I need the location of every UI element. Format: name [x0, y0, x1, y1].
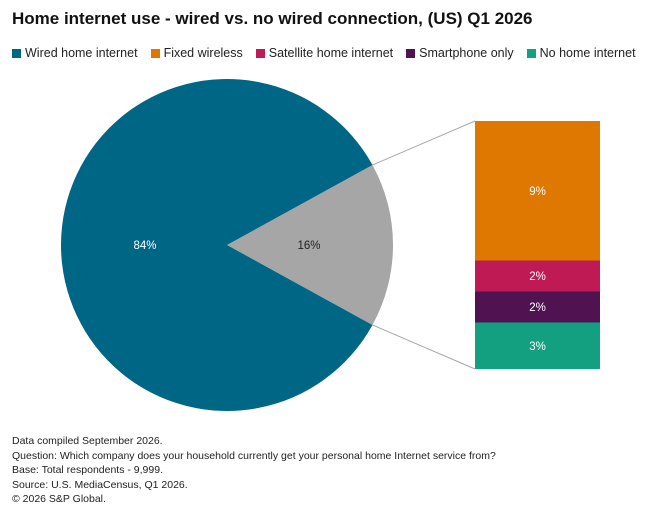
footnote-data-compiled: Data compiled September 2026.	[12, 435, 163, 447]
footnote-question: Question: Which company does your househ…	[12, 449, 496, 462]
bar-label-smartphone-only: 2%	[529, 302, 546, 314]
bar-label-no-home-internet: 3%	[529, 341, 546, 353]
legend-swatch-satellite	[255, 48, 265, 58]
bar-segment-satellite-home-internet	[475, 260, 600, 292]
legend-item-smartphone-only: Smartphone only	[406, 46, 514, 60]
footnote-copyright: © 2026 S&P Global.	[12, 493, 106, 506]
bar-segment-no-home-internet	[475, 322, 600, 369]
footnote-base: Base: Total respondents - 9,999.	[12, 464, 163, 477]
connector-line-top	[372, 120, 476, 166]
legend-swatch-no-home-internet	[526, 48, 536, 58]
legend-item-fixed-wireless: Fixed wireless	[150, 46, 243, 60]
legend-label-smartphone-only: Smartphone only	[419, 46, 514, 60]
legend-item-no-home-internet: No home internet	[526, 46, 636, 60]
footnotes: Data compiled September 2026. Question: …	[12, 434, 496, 507]
bar-label-satellite-home-internet: 2%	[529, 271, 546, 283]
chart-plot: 84% 16% 9% 2% 2% 3%	[61, 78, 600, 411]
legend-swatch-wired	[12, 48, 21, 58]
pie-label-wired: 84%	[133, 240, 156, 252]
legend: Wired home internet Fixed wireless Satel…	[12, 46, 649, 60]
legend-label-wired: Wired home internet	[25, 46, 138, 60]
legend-swatch-smartphone-only	[406, 48, 416, 58]
legend-label-satellite: Satellite home internet	[268, 46, 394, 60]
bar-segment-smartphone-only	[475, 291, 600, 323]
bar-segment-fixed-wireless	[475, 121, 600, 261]
pie-slice-wired-home-internet	[61, 78, 373, 411]
legend-item-satellite: Satellite home internet	[255, 46, 394, 60]
connector-line-bottom	[372, 324, 476, 370]
pie-slice-other	[227, 165, 393, 325]
legend-swatch-fixed-wireless	[150, 48, 160, 58]
legend-item-wired: Wired home internet	[12, 46, 138, 60]
bar-label-fixed-wireless: 9%	[529, 186, 546, 198]
footnote-source: Source: U.S. MediaCensus, Q1 2026.	[12, 478, 188, 491]
legend-label-no-home-internet: No home internet	[539, 46, 636, 60]
chart-title: Home internet use - wired vs. no wired c…	[12, 9, 533, 28]
pie-label-other: 16%	[297, 240, 320, 252]
legend-label-fixed-wireless: Fixed wireless	[163, 46, 243, 60]
